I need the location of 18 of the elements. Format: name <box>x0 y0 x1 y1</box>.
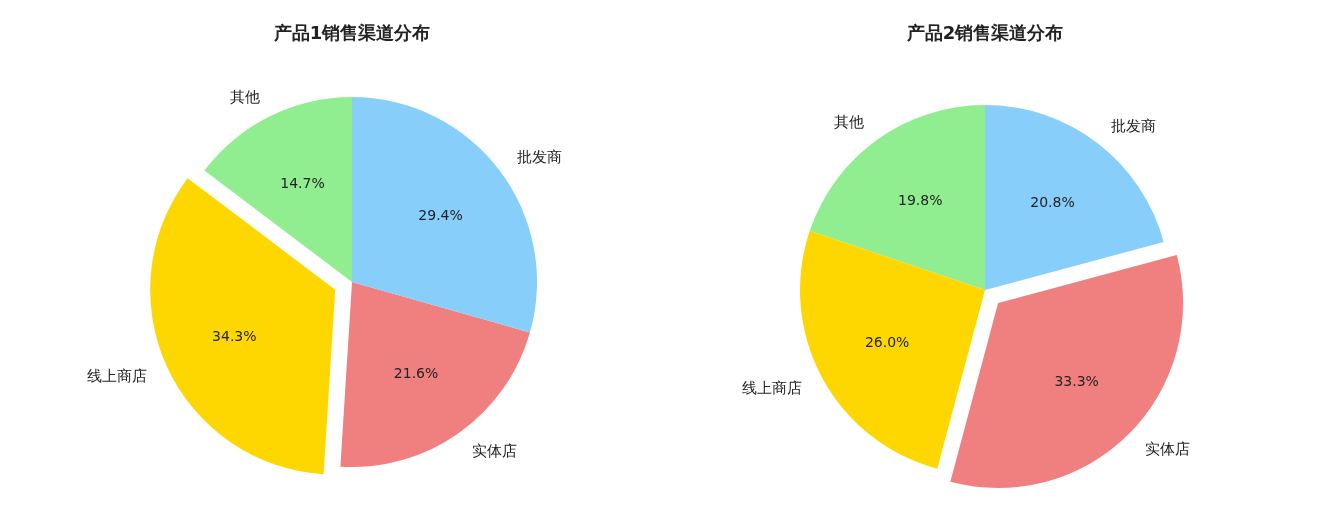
data-label: 33.3% <box>1054 373 1099 390</box>
data-label: 20.8% <box>1030 193 1075 210</box>
slice-label: 其他 <box>229 87 260 106</box>
chart-title: 产品1销售渠道分布 <box>272 21 431 43</box>
data-label: 21.6% <box>393 364 439 381</box>
data-label: 14.7% <box>280 174 325 191</box>
slice-label: 线上商店 <box>86 367 147 386</box>
slice-label: 实体店 <box>471 442 517 461</box>
data-label: 19.8% <box>898 191 943 208</box>
slice-label: 实体店 <box>1144 440 1190 459</box>
data-label: 34.3% <box>212 328 257 345</box>
slice-label: 线上商店 <box>742 378 803 397</box>
slice-label: 其他 <box>834 112 865 131</box>
slice-label: 批发商 <box>1111 116 1157 135</box>
data-label: 29.4% <box>418 207 463 224</box>
slice-label: 批发商 <box>517 148 563 167</box>
chart-title: 产品2销售渠道分布 <box>905 21 1064 43</box>
data-label: 26.0% <box>864 334 910 351</box>
